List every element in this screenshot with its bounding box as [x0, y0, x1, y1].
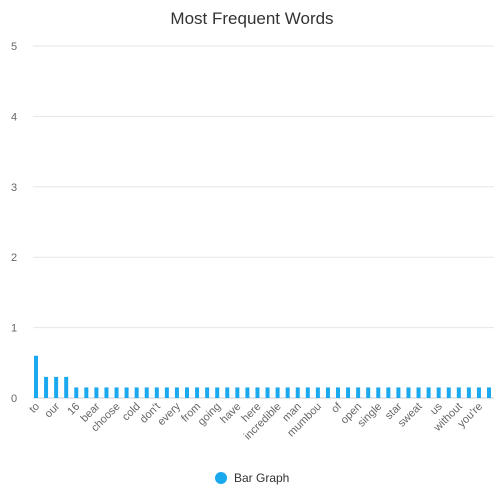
- bar[interactable]: [487, 387, 491, 398]
- bar[interactable]: [446, 387, 451, 398]
- y-tick-label: 4: [11, 111, 17, 123]
- bar[interactable]: [356, 387, 361, 398]
- bar[interactable]: [225, 387, 230, 398]
- x-tick-label: going: [196, 401, 224, 429]
- bar[interactable]: [54, 376, 59, 398]
- legend[interactable]: Bar Graph: [215, 471, 289, 485]
- bars: [34, 355, 491, 398]
- bar[interactable]: [185, 387, 189, 398]
- bar[interactable]: [124, 387, 129, 398]
- bar[interactable]: [476, 387, 481, 398]
- x-tick-label: every: [156, 400, 184, 428]
- bar[interactable]: [64, 376, 69, 398]
- x-tick-label: our: [43, 400, 63, 420]
- bar[interactable]: [325, 387, 330, 398]
- bar[interactable]: [215, 387, 220, 398]
- bar[interactable]: [94, 387, 99, 398]
- x-tick-label: to: [27, 401, 42, 416]
- bar[interactable]: [315, 387, 320, 398]
- bar[interactable]: [376, 387, 381, 398]
- bar[interactable]: [466, 387, 471, 398]
- bar[interactable]: [406, 387, 411, 398]
- bar[interactable]: [245, 387, 250, 398]
- bar[interactable]: [34, 355, 38, 398]
- bar[interactable]: [305, 387, 310, 398]
- bar[interactable]: [205, 387, 210, 398]
- bar[interactable]: [295, 387, 300, 398]
- y-axis-ticks: 0 1 2 3 4 5: [11, 41, 17, 405]
- bar[interactable]: [235, 387, 240, 398]
- bar[interactable]: [336, 387, 340, 398]
- bar[interactable]: [164, 387, 169, 398]
- bar[interactable]: [255, 387, 260, 398]
- bar[interactable]: [275, 387, 280, 398]
- bar[interactable]: [134, 387, 139, 398]
- x-axis-ticks: to our 16bearchoosecolddon'teveryfromgoing…: [27, 400, 485, 442]
- y-tick-label: 3: [11, 182, 17, 194]
- bar[interactable]: [265, 387, 270, 398]
- y-tick-label: 2: [11, 252, 17, 264]
- bar[interactable]: [346, 387, 351, 398]
- bar[interactable]: [104, 387, 109, 398]
- legend-label[interactable]: Bar Graph: [234, 471, 289, 485]
- x-tick-label: have: [218, 401, 243, 426]
- bar[interactable]: [426, 387, 431, 398]
- bar[interactable]: [144, 387, 149, 398]
- bar[interactable]: [44, 376, 49, 398]
- legend-marker: [215, 472, 227, 484]
- bar[interactable]: [386, 387, 391, 398]
- y-tick-label: 0: [11, 393, 17, 405]
- bar[interactable]: [74, 387, 79, 398]
- bar[interactable]: [456, 387, 461, 398]
- bar[interactable]: [396, 387, 401, 398]
- bar[interactable]: [436, 387, 441, 398]
- bar[interactable]: [366, 387, 371, 398]
- bar[interactable]: [174, 387, 179, 398]
- bar[interactable]: [195, 387, 200, 398]
- chart-title: Most Frequent Words: [170, 9, 333, 28]
- bar[interactable]: [416, 387, 421, 398]
- bar[interactable]: [84, 387, 89, 398]
- gridlines: [33, 45, 494, 399]
- bar[interactable]: [154, 387, 159, 398]
- bar[interactable]: [285, 387, 290, 398]
- bar[interactable]: [114, 387, 119, 398]
- y-tick-label: 5: [11, 41, 17, 53]
- y-tick-label: 1: [11, 323, 17, 335]
